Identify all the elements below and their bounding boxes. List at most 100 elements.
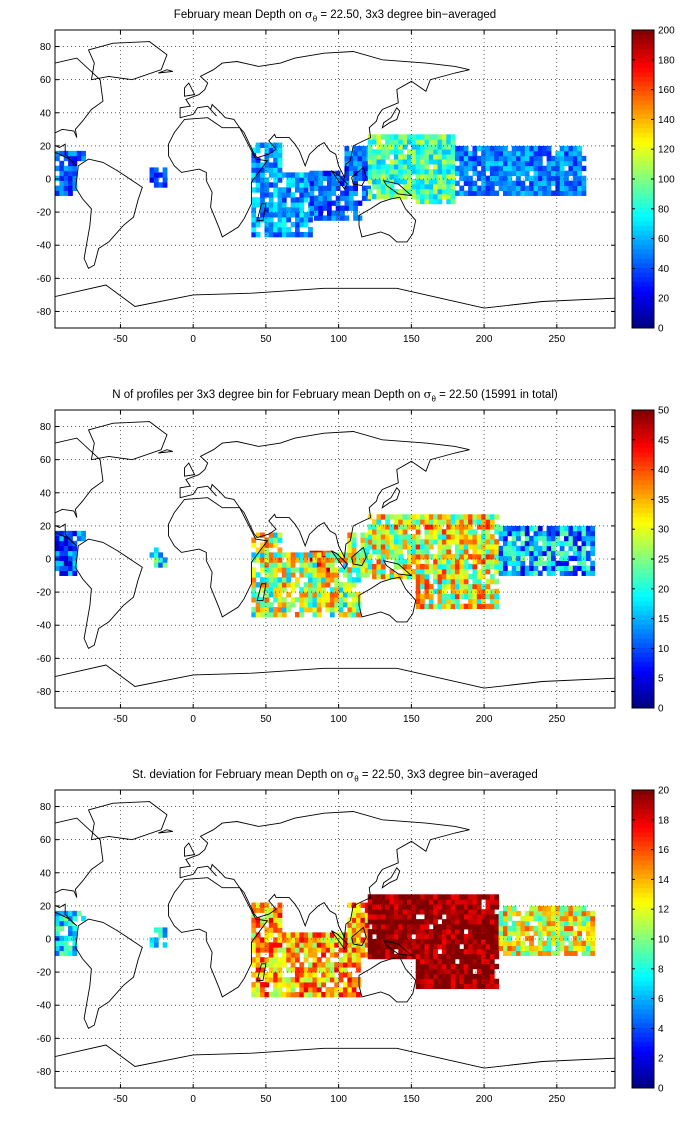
data-cell [428,958,434,965]
data-cell [590,930,596,937]
data-cell [459,519,465,525]
data-cell [494,899,500,905]
data-cell [273,187,278,193]
data-cell [459,899,465,905]
data-cell [299,602,305,608]
data-cell [299,962,305,968]
data-cell [303,212,309,218]
data-cell [318,205,324,211]
data-cell [472,909,478,915]
y-tick-label: 80 [40,422,52,433]
data-cell [433,943,438,950]
data-cell [255,172,261,178]
data-cell [472,165,478,172]
data-cell [520,925,526,932]
data-cell [367,899,373,905]
data-cell [428,169,434,175]
data-cell [433,154,438,160]
data-cell [295,182,300,188]
data-cell [463,554,469,560]
data-cell [433,169,438,175]
data-cell [398,169,404,175]
data-cell [568,545,574,552]
data-cell [489,968,495,975]
data-cell [376,909,382,915]
data-cell [295,582,300,588]
data-cell [494,549,500,555]
data-cell [393,529,399,535]
data-cell [590,940,596,947]
data-cell [398,549,404,555]
data-cell [551,555,556,562]
data-cell [472,943,478,950]
data-cell [450,968,456,975]
data-cell [420,953,425,960]
data-cell [581,565,587,571]
data-cell [433,514,438,520]
data-cell [450,519,456,525]
colorbar-tick-label: 40 [658,465,670,476]
data-cell [537,160,543,167]
colorbar-tick-label: 60 [658,234,670,245]
data-cell [437,534,443,540]
data-cell [485,583,491,590]
data-cell [551,540,556,547]
data-cell [546,565,552,571]
data-cell [415,179,421,185]
data-cell [481,914,486,920]
data-cell [356,567,361,573]
data-cell [398,149,404,155]
data-cell [476,578,482,585]
data-cell [446,164,452,170]
data-cell [351,922,357,928]
data-cell [428,919,434,925]
data-cell [424,929,430,935]
x-tick-label: -50 [113,334,128,345]
data-cell [472,934,478,940]
data-cell [542,945,548,951]
data-cell [446,578,452,585]
data-cell [268,957,274,963]
data-cell [334,991,340,998]
data-cell [411,914,417,920]
data-cell [353,210,358,216]
data-cell [455,180,460,187]
data-cell [546,560,552,567]
data-cell [329,552,335,558]
data-cell [63,190,69,196]
data-cell [385,554,390,560]
data-cell [450,164,456,170]
data-cell [312,991,318,998]
data-cell [153,552,159,558]
data-cell [585,940,591,947]
data-cell [437,169,443,175]
data-cell [367,544,373,550]
data-cell [463,948,469,955]
data-cell [308,607,313,613]
data-cell [389,573,395,580]
data-cell [351,957,357,963]
data-cell [364,952,370,958]
data-cell [316,942,322,948]
data-cell [572,950,578,956]
y-tick-label: 40 [40,108,52,119]
data-cell [455,170,460,177]
data-cell [485,963,491,970]
data-cell [441,539,447,545]
data-cell [533,945,539,951]
data-cell [555,170,561,177]
data-cell [433,603,438,610]
data-cell [559,525,565,532]
data-cell [335,205,341,211]
data-cell [537,170,543,177]
data-cell [551,920,556,927]
data-cell [295,187,300,193]
data-cell [420,563,425,570]
data-cell [389,894,395,900]
data-cell [407,534,412,540]
data-cell [277,912,283,918]
data-cell [251,202,257,208]
data-cell [459,185,465,191]
data-cell [149,177,155,183]
